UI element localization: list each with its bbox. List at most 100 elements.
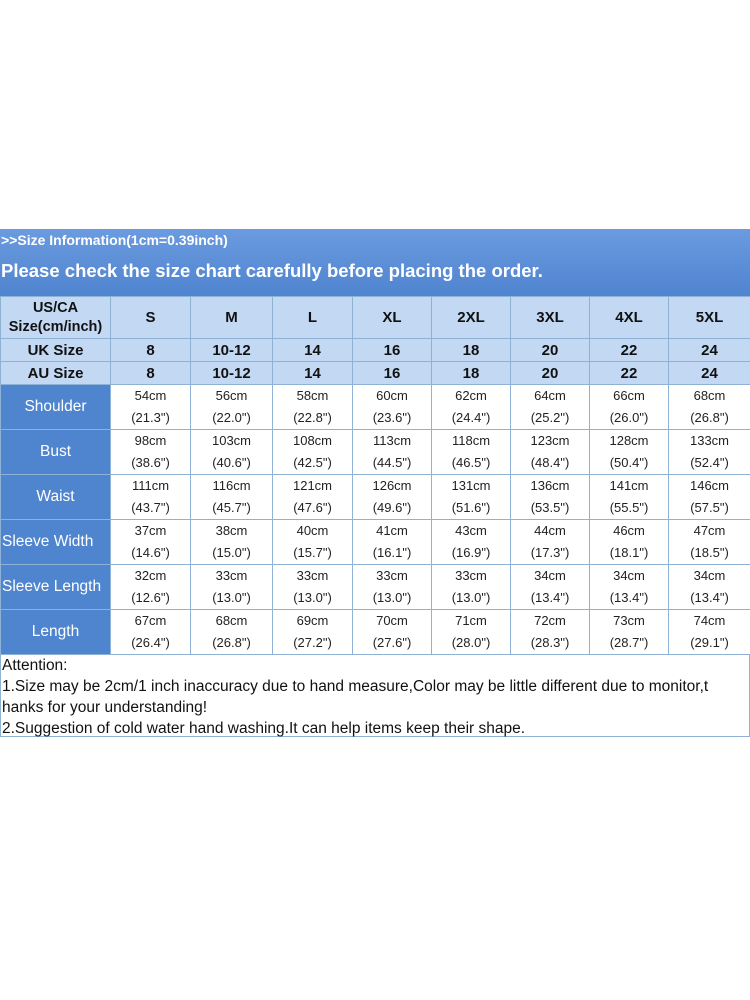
inch-value: (13.4") [530, 590, 570, 605]
measurement-cell: 34cm (13.4") [668, 564, 750, 610]
size-table: US/CA Size(cm/inch) S M L XL 2XL 3XL 4XL 5XL UK Si… [0, 296, 750, 655]
inch-value: (13.0") [293, 590, 332, 605]
cm-value: 118cm [451, 433, 491, 448]
size-info-title: >>Size Information(1cm=0.39inch) [1, 232, 228, 248]
cm-value: 116cm [212, 478, 251, 493]
measurement-cell: 103cm (40.6") [190, 429, 273, 475]
cm-value: 71cm [455, 613, 487, 628]
au-size-cell: 20 [510, 361, 590, 385]
measurement-cell: 118cm (46.5") [431, 429, 511, 475]
measurement-cell: 58cm (22.8") [272, 384, 353, 430]
cm-value: 67cm [134, 613, 167, 628]
cm-value: 74cm [693, 613, 726, 628]
au-size-cell: 22 [589, 361, 669, 385]
inch-value: (52.4") [690, 455, 729, 470]
cm-value: 56cm [215, 388, 248, 403]
attention-notes: Attention: 1.Size may be 2cm/1 inch inac… [0, 655, 750, 737]
size-chart-warning: Please check the size chart carefully be… [1, 260, 543, 281]
au-size-cell: 14 [272, 361, 353, 385]
measurement-cell: 62cm (24.4") [431, 384, 511, 430]
inch-value: (16.9") [451, 545, 491, 560]
cm-value: 126cm [372, 478, 412, 493]
cm-value: 66cm [613, 388, 645, 403]
uk-size-row: UK Size 8 10-12 14 16 18 20 22 24 [0, 338, 750, 362]
inch-value: (57.5") [690, 500, 729, 515]
inch-value: (47.6") [293, 500, 332, 515]
measurement-row: Sleeve Length 32cm (12.6") 33cm (13.0") 33cm (… [0, 564, 750, 610]
inch-value: (24.4") [451, 410, 491, 425]
au-size-row: AU Size 8 10-12 14 16 18 20 22 24 [0, 361, 750, 385]
inch-value: (27.6") [372, 635, 412, 650]
inch-value: (25.2") [530, 410, 570, 425]
inch-value: (13.0") [451, 590, 491, 605]
inch-value: (44.5") [372, 455, 412, 470]
cm-value: 33cm [455, 568, 487, 583]
inch-value: (18.5") [690, 545, 729, 560]
cm-value: 111cm [131, 478, 170, 493]
inch-value: (28.7") [609, 635, 649, 650]
measurement-cell: 98cm (38.6") [110, 429, 191, 475]
cm-value: 33cm [296, 568, 329, 583]
size-header-cell: 5XL [668, 296, 750, 339]
measurement-cell: 131cm (51.6") [431, 474, 511, 520]
measurement-cell: 68cm (26.8") [190, 609, 273, 655]
inch-value: (49.6") [372, 500, 412, 515]
uk-size-cell: 20 [510, 338, 590, 362]
measurement-row: Length 67cm (26.4") 68cm (26.8") 69cm (27.2") 7… [0, 609, 750, 655]
inch-value: (17.3") [530, 545, 570, 560]
uk-size-cell: 8 [110, 338, 191, 362]
attention-note-2: 2.Suggestion of cold water hand washing.… [2, 720, 526, 737]
cm-value: 70cm [376, 613, 408, 628]
au-size-label: AU Size [0, 361, 111, 385]
measurement-cell: 74cm (29.1") [668, 609, 750, 655]
measurement-cell: 113cm (44.5") [352, 429, 432, 475]
size-header-cell: 3XL [510, 296, 590, 339]
inch-value: (51.6") [451, 500, 491, 515]
cm-value: 60cm [376, 388, 408, 403]
inch-value: (26.0") [609, 410, 649, 425]
au-size-cell: 18 [431, 361, 511, 385]
measurement-cell: 141cm (55.5") [589, 474, 669, 520]
cm-value: 34cm [613, 568, 645, 583]
inch-value: (27.2") [293, 635, 332, 650]
inch-value: (22.0") [212, 410, 251, 425]
measurement-cell: 34cm (13.4") [589, 564, 669, 610]
measurement-cell: 33cm (13.0") [431, 564, 511, 610]
au-size-cell: 8 [110, 361, 191, 385]
measurement-row: Shoulder 54cm (21.3") 56cm (22.0") 58cm (22.8"… [0, 384, 750, 430]
cm-value: 64cm [534, 388, 566, 403]
measurement-cell: 133cm (52.4") [668, 429, 750, 475]
us-size-label-line2: Size(cm/inch) [8, 318, 103, 335]
us-size-label-line1: US/CA [32, 299, 79, 316]
measurement-cell: 60cm (23.6") [352, 384, 432, 430]
inch-value: (13.0") [212, 590, 251, 605]
cm-value: 136cm [530, 478, 570, 493]
measurement-cell: 71cm (28.0") [431, 609, 511, 655]
measurement-cell: 47cm (18.5") [668, 519, 750, 565]
inch-value: (48.4") [530, 455, 570, 470]
cm-value: 68cm [215, 613, 248, 628]
measurement-cell: 116cm (45.7") [190, 474, 273, 520]
measurement-cell: 33cm (13.0") [272, 564, 353, 610]
cm-value: 34cm [693, 568, 726, 583]
cm-value: 58cm [296, 388, 329, 403]
inch-value: (42.5") [293, 455, 332, 470]
measurement-row: Sleeve Width 37cm (14.6") 38cm (15.0") 40cm (1… [0, 519, 750, 565]
measurement-cell: 64cm (25.2") [510, 384, 590, 430]
cm-value: 34cm [534, 568, 566, 583]
inch-value: (53.5") [530, 500, 570, 515]
measurement-cell: 43cm (16.9") [431, 519, 511, 565]
inch-value: (40.6") [212, 455, 251, 470]
measurement-cell: 38cm (15.0") [190, 519, 273, 565]
attention-heading: Attention: [2, 657, 68, 674]
uk-size-cell: 10-12 [190, 338, 273, 362]
measurement-label: Sleeve Width [0, 519, 111, 565]
cm-value: 46cm [613, 523, 645, 538]
cm-value: 62cm [455, 388, 487, 403]
measurement-cell: 70cm (27.6") [352, 609, 432, 655]
au-size-cell: 16 [352, 361, 432, 385]
au-size-cell: 10-12 [190, 361, 273, 385]
cm-value: 72cm [534, 613, 566, 628]
measurement-label: Length [0, 609, 111, 655]
inch-value: (43.7") [131, 500, 170, 515]
